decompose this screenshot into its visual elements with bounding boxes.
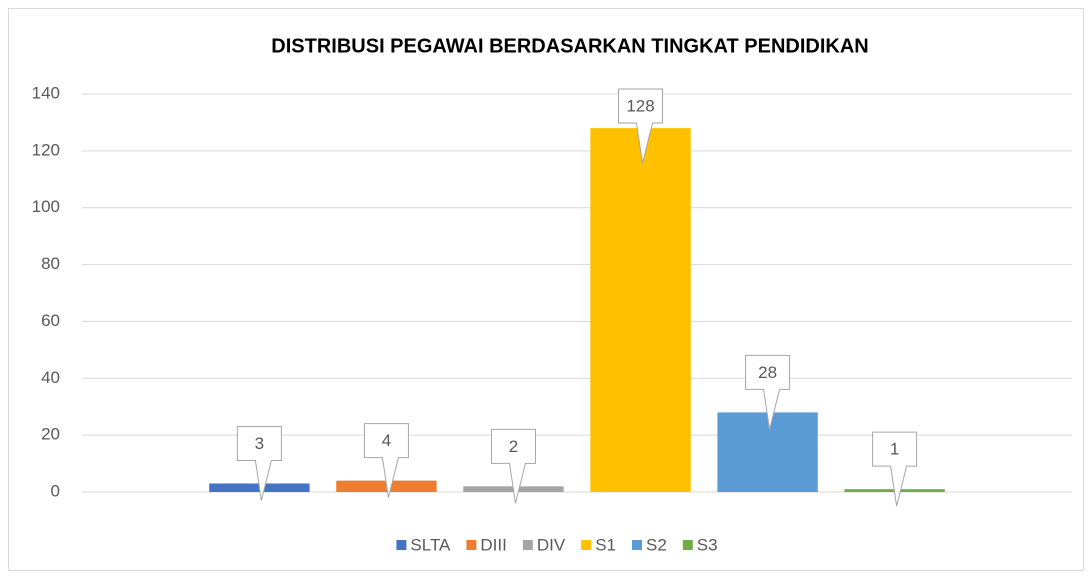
data-label-callout (872, 431, 918, 507)
legend-label: S2 (646, 535, 667, 554)
data-label-callout (363, 423, 409, 498)
legend-swatch (466, 540, 477, 550)
y-tick-label: 100 (32, 197, 60, 216)
legend-swatch (581, 540, 592, 550)
legend-swatch (682, 540, 693, 550)
legend-label: S1 (595, 535, 616, 554)
legend-label: DIII (480, 535, 506, 554)
y-tick-label: 40 (41, 368, 60, 387)
data-label: 128 (626, 96, 654, 115)
data-label: 4 (382, 431, 391, 450)
bar (590, 128, 691, 492)
data-label-callout (490, 428, 536, 504)
y-tick-label: 20 (41, 425, 60, 444)
data-label: 1 (890, 440, 899, 459)
chart-title: DISTRIBUSI PEGAWAI BERDASARKAN TINGKAT P… (271, 35, 868, 57)
data-label-callout (236, 425, 282, 501)
legend-swatch (522, 540, 533, 550)
y-tick-label: 120 (32, 140, 60, 159)
y-tick-label: 140 (32, 83, 60, 102)
data-label: 3 (255, 434, 264, 453)
legend-swatch (396, 540, 407, 550)
y-tick-label: 60 (41, 311, 60, 330)
legend-label: SLTA (410, 535, 451, 554)
legend-label: S3 (697, 535, 718, 554)
y-tick-label: 80 (41, 254, 60, 273)
data-label-callout (745, 354, 791, 430)
y-tick-label: 0 (51, 481, 60, 500)
data-label: 28 (758, 363, 777, 382)
chart-frame (8, 8, 1084, 571)
data-label-callout (618, 88, 664, 164)
legend-label: DIV (537, 535, 566, 554)
legend-swatch (632, 540, 642, 550)
data-label: 2 (509, 437, 518, 456)
bar (717, 412, 818, 492)
